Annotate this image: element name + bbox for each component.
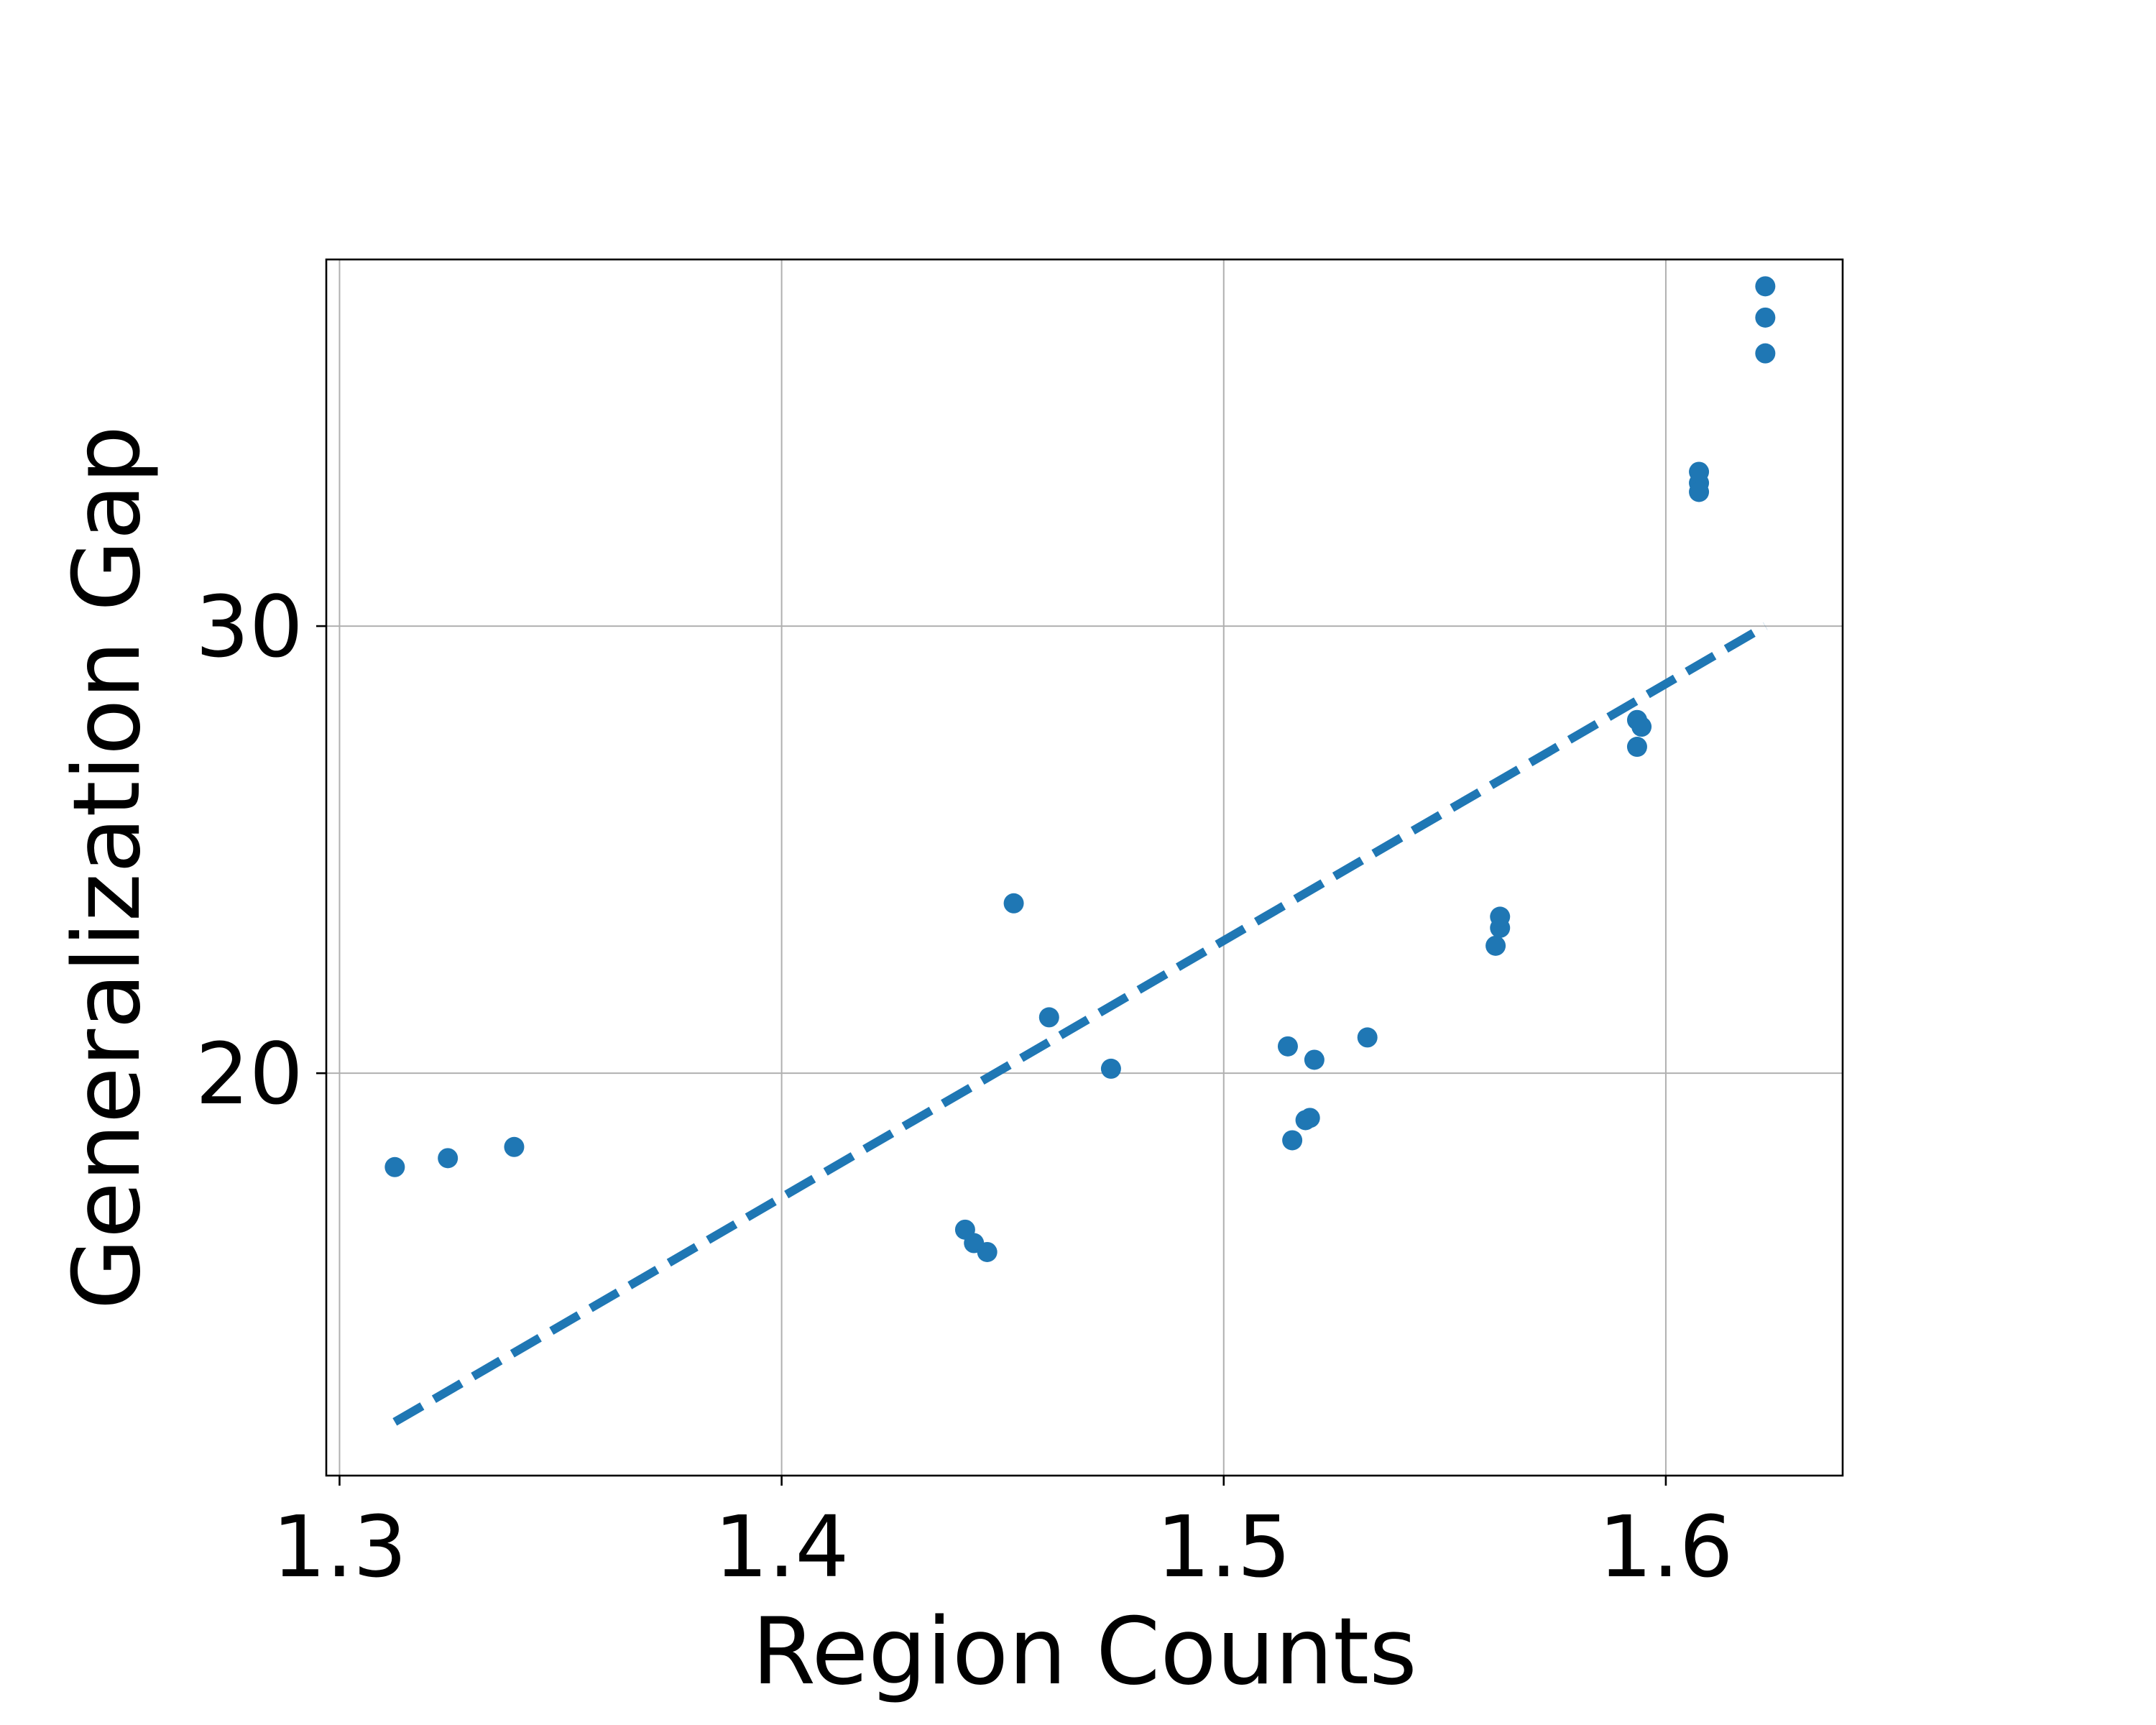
data-point [384,1157,405,1177]
data-point [1300,1108,1320,1128]
x-axis-label: Region Counts [752,1598,1417,1706]
data-point [1282,1130,1302,1150]
data-point [1755,344,1775,364]
y-axis-label: Generalization Gap [54,426,161,1310]
x-tick-label: 1.4 [714,1497,849,1596]
data-point [1627,737,1647,757]
data-point [1004,893,1024,914]
y-tick-label: 20 [195,1024,303,1123]
data-point [977,1242,998,1262]
data-point [1101,1059,1121,1079]
data-point [1755,276,1775,296]
plot-area-background [326,259,1843,1476]
data-point [1631,717,1651,737]
data-point [1689,482,1709,502]
data-point [1490,906,1510,926]
data-point [504,1137,524,1157]
data-point [1039,1007,1059,1027]
data-point [1755,308,1775,328]
data-point [1485,936,1506,956]
x-tick-label: 1.6 [1598,1497,1733,1596]
x-tick-label: 1.5 [1156,1497,1291,1596]
data-point [1689,461,1709,482]
x-tick-label: 1.3 [272,1497,407,1596]
data-point [1358,1027,1378,1047]
y-tick-label: 30 [195,577,303,676]
data-point [1304,1049,1325,1070]
data-point [1278,1036,1298,1057]
data-point [438,1148,458,1168]
